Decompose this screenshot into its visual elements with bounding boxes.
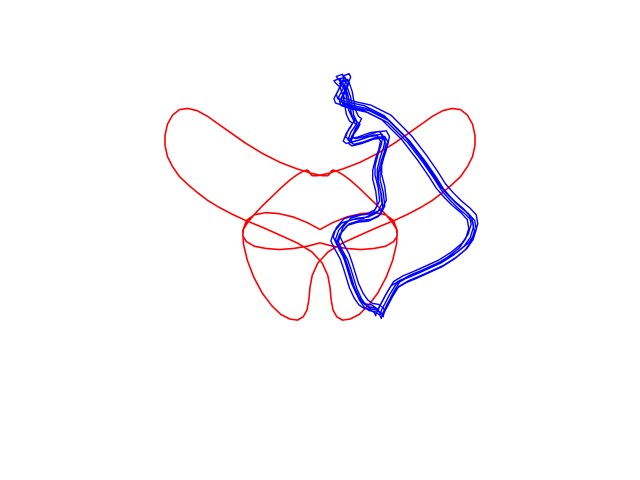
red-butterfly-line [164, 107, 476, 321]
blue-loop-line-3 [330, 77, 470, 317]
blue-loop-line-5 [335, 80, 476, 320]
blue-loop-line-4 [339, 73, 479, 312]
blue-loop-line-2 [337, 78, 477, 318]
series-layer [164, 73, 479, 321]
